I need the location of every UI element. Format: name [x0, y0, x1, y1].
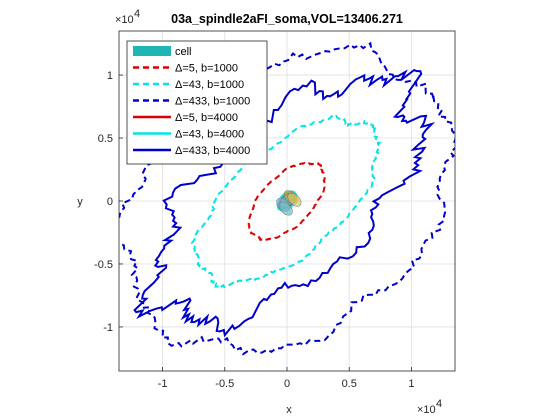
y-exponent-base: ×10 — [115, 14, 134, 26]
y-exponent-power: 4 — [134, 8, 140, 20]
series-6-line — [133, 68, 436, 338]
legend-label: Δ=433, b=4000 — [175, 145, 250, 157]
series-3-line — [119, 41, 455, 356]
cell-blob — [287, 192, 302, 207]
x-tick-label: 1 — [408, 378, 414, 390]
legend-label: Δ=5, b=1000 — [175, 63, 238, 75]
y-tick-label: 0.5 — [98, 133, 113, 145]
legend-label: Δ=43, b=4000 — [175, 129, 244, 141]
x-tick-label: 0 — [284, 378, 290, 390]
x-tick-label: -0.5 — [215, 378, 234, 390]
x-tick-label: -1 — [158, 378, 168, 390]
x-tick-label: 0.5 — [342, 378, 357, 390]
y-tick-label: -0.5 — [94, 259, 113, 271]
y-tick-label: -1 — [103, 322, 113, 334]
series-1-line — [247, 161, 326, 242]
series-layer — [119, 41, 455, 356]
y-exponent: ×10 4 — [115, 8, 140, 26]
chart-title: 03a_spindle2aFI_soma,VOL=13406.271 — [171, 12, 403, 26]
x-exponent-power: 4 — [436, 398, 442, 410]
y-axis-label: y — [77, 196, 83, 208]
legend-label: Δ=433, b=1000 — [175, 96, 250, 108]
y-tick-label: 0 — [107, 196, 113, 208]
x-exponent-base: ×10 — [417, 404, 436, 416]
ticks: -1 -0.5 0 0.5 1 -1 -0.5 0 0.5 1 — [94, 70, 414, 390]
x-exponent: ×10 4 — [417, 398, 442, 416]
legend: cell Δ=5, b=1000 Δ=43, b=1000 Δ=433, b=1000… — [126, 40, 268, 165]
series-2-line — [190, 114, 382, 290]
legend-swatch — [133, 46, 171, 56]
legend-box — [126, 40, 268, 165]
legend-label: Δ=43, b=1000 — [175, 79, 244, 91]
legend-label: Δ=5, b=4000 — [175, 112, 238, 124]
cell-blob — [278, 201, 293, 216]
x-axis-label: x — [286, 404, 292, 416]
legend-label: cell — [175, 46, 192, 58]
y-tick-label: 1 — [107, 70, 113, 82]
